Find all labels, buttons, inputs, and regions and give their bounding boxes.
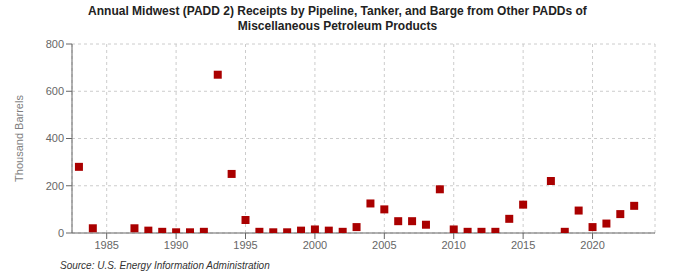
svg-text:2010: 2010 [441, 239, 465, 251]
svg-text:400: 400 [46, 132, 64, 144]
svg-text:Thousand Barrels: Thousand Barrels [13, 95, 25, 182]
svg-text:600: 600 [46, 85, 64, 97]
html-text:Source: U.S. Energy Informatio: Source: U.S. Energy Information Administ… [60, 260, 270, 271]
svg-text:1995: 1995 [233, 239, 257, 251]
svg-text:200: 200 [46, 180, 64, 192]
svg-text:1990: 1990 [164, 239, 188, 251]
svg-text:1985: 1985 [94, 239, 118, 251]
svg-text:0: 0 [58, 227, 64, 239]
svg-text:2005: 2005 [372, 239, 396, 251]
html-text:Annual Midwest (PADD 2) Receip: Annual Midwest (PADD 2) Receipts by Pipe… [88, 4, 587, 33]
svg-text:2015: 2015 [511, 239, 535, 251]
svg-text:800: 800 [46, 38, 64, 50]
svg-text:2020: 2020 [580, 239, 604, 251]
svg-text:2000: 2000 [303, 239, 327, 251]
